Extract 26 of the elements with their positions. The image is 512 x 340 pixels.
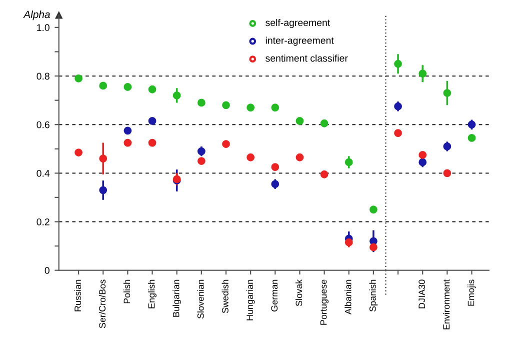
x-tick-label: Russian: [74, 280, 81, 312]
x-tick-label: Hungarian: [246, 280, 255, 320]
x-tick-label: Ser/Cro/Bos: [98, 280, 106, 328]
x-tick-label: Swedish: [222, 280, 228, 314]
x-tick-label: Emojis: [468, 280, 476, 306]
x-tick-label: Spanish: [369, 280, 378, 312]
x-tick-label: Bulgarian: [172, 280, 182, 317]
legend-label: sentiment classifier: [266, 54, 348, 62]
x-tick-label: Slovak: [296, 279, 302, 306]
x-tick-label: Polish: [123, 280, 130, 304]
y-tick-label: 0: [44, 267, 50, 274]
x-tick-label: Albanian: [344, 280, 352, 314]
x-tick-label: Slovenian: [197, 280, 204, 319]
y-tick-label: 0.8: [36, 72, 50, 80]
x-tick-label: Portuguese: [320, 280, 329, 325]
x-tick-label: German: [271, 280, 278, 312]
y-tick-label: 0.2: [36, 218, 50, 226]
x-tick-label: Environment: [442, 279, 450, 330]
y-tick-label: 0.4: [36, 170, 50, 177]
legend-label: self-agreement: [266, 18, 330, 28]
y-axis-title: Alpha: [23, 10, 50, 20]
legend-label: inter-agreement: [266, 36, 334, 46]
x-tick-label: English: [148, 280, 156, 308]
y-tick-label: 0.6: [36, 121, 50, 128]
x-tick-label: DJIA30: [418, 280, 426, 308]
y-tick-label: 1.0: [37, 24, 50, 32]
